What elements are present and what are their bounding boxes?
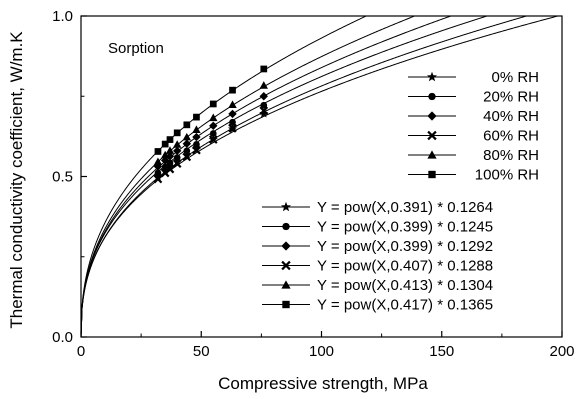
data-point-circle-1 [154,169,162,177]
data-point-x-1 [153,174,163,184]
data-point-triangle-7 [209,113,218,122]
legend-marker-circle [428,92,436,101]
legend-marker-triangle [427,150,437,159]
data-point-star-9 [259,108,269,118]
data-point-diamond-9 [259,92,268,101]
fit-curve-5 [80,15,415,338]
y-axis-title: Thermal conductivity coefficient, W/m.K [7,31,26,329]
legend-marker-circle [282,222,290,231]
data-point-star-2 [160,165,170,175]
data-point-circle-9 [260,101,268,109]
data-point-x-9 [259,106,269,116]
data-point-square-4 [173,129,181,137]
data-point-x-7 [208,135,218,144]
data-point-circle-8 [229,118,236,126]
fit-curve-2 [80,15,527,338]
legend-marker-star [280,201,292,212]
legend-marker-square [282,300,290,309]
legend-label: Y = pow(X,0.399) * 0.1292 [317,238,493,255]
fit-curves [80,15,558,338]
data-point-triangle-8 [228,100,237,108]
data-point-square-7 [209,100,217,108]
y-tick-label: 1.0 [52,8,73,25]
x-tick-label: 100 [309,343,334,360]
x-axis-title: Compressive strength, MPa [218,374,428,393]
legend-marker-diamond [427,111,437,121]
data-point-square-1 [154,148,162,155]
legend-marker-triangle [281,280,291,289]
axes: 0 50 100 150 200 0.0 0.5 1.0 [52,8,574,360]
data-point-diamond-4 [173,146,182,156]
x-tick-label: 150 [429,343,454,360]
legend-label: 40% RH [483,108,539,125]
data-point-square-3 [166,136,174,143]
data-point-triangle-9 [259,81,268,89]
legend-label: Y = pow(X,0.417) * 0.1365 [317,297,493,314]
legend-marker-diamond [281,241,291,251]
y-tick-label: 0.5 [52,169,73,186]
legend-label: Y = pow(X,0.407) * 0.1288 [317,258,493,275]
data-point-x-6 [192,145,201,155]
legend-label: 60% RH [483,128,539,145]
data-point-square-8 [229,86,236,94]
data-point-circle-5 [183,147,191,155]
x-tick-label: 0 [77,343,85,360]
x-tick-label: 200 [549,343,574,360]
y-tick-label: 0.0 [52,329,73,346]
legend-label: 80% RH [483,147,539,164]
legend-label: 100% RH [475,167,539,184]
legend-label: Y = pow(X,0.391) * 0.1264 [317,199,493,216]
data-point-triangle-2 [160,150,170,159]
data-point-circle-6 [193,141,200,148]
data-point-star-3 [165,162,175,172]
data-point-square-9 [260,65,268,73]
legend-label: Y = pow(X,0.399) * 0.1245 [317,219,493,236]
data-point-star-4 [172,157,182,166]
legend-marker-x [281,260,291,271]
legend: 0% RH 20% RH 40% RH 60% RH 80% RH 100% RH Y = … [262,69,539,314]
data-point-x-3 [165,164,175,174]
legend-marker-x [427,130,437,141]
data-point-diamond-8 [228,109,237,119]
data-point-triangle-5 [182,132,192,141]
data-point-x-4 [172,159,182,169]
legend-label: 20% RH [483,89,539,106]
data-point-circle-7 [209,130,217,137]
data-point-square-5 [183,121,191,129]
data-point-diamond-5 [182,139,192,148]
legend-marker-square [428,170,436,179]
data-points [153,65,269,184]
data-point-diamond-3 [165,152,175,161]
legend-label: 0% RH [491,69,539,86]
data-point-square-6 [193,113,200,121]
x-tick-label: 50 [193,343,210,360]
data-point-triangle-1 [153,157,163,166]
data-point-star-5 [182,150,192,160]
data-point-diamond-6 [192,132,201,142]
data-point-x-8 [228,123,237,133]
data-point-triangle-3 [165,146,175,154]
data-point-diamond-7 [209,121,218,130]
data-point-circle-4 [173,154,181,161]
sorption-annotation: Sorption [108,40,164,57]
data-point-square-2 [161,140,169,148]
fit-curve-3 [80,15,488,338]
fit-curve-6 [80,15,366,338]
legend-marker-star [426,71,438,82]
data-point-x-5 [182,152,192,162]
data-point-triangle-4 [173,140,182,148]
legend-label: Y = pow(X,0.413) * 0.1304 [317,277,493,294]
data-point-triangle-6 [192,125,201,133]
